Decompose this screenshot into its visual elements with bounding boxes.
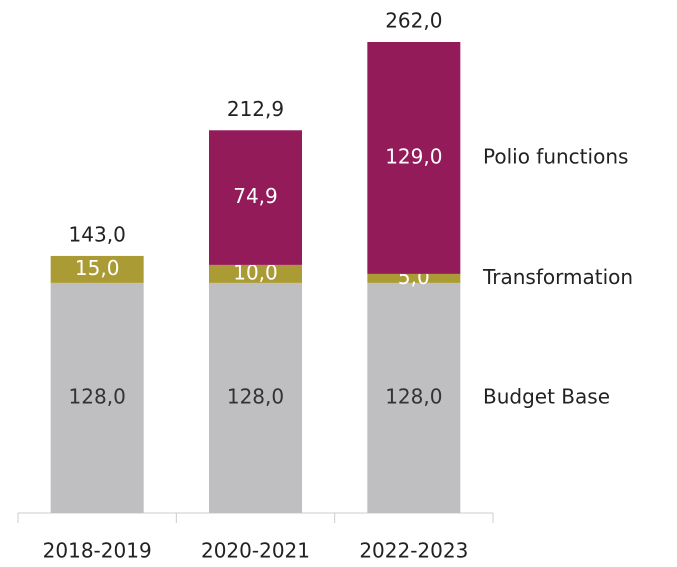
x-tick-label: 2022-2023	[359, 539, 468, 563]
bar-segment	[50, 282, 144, 513]
total-label: 212,9	[227, 97, 284, 121]
bar-segment	[50, 255, 144, 283]
x-tick-label: 2018-2019	[43, 539, 152, 563]
value-label: 129,0	[385, 144, 442, 168]
total-label: 143,0	[69, 222, 126, 246]
legend-label: Transformation	[482, 265, 633, 289]
value-label: 15,0	[75, 256, 120, 280]
x-tick-label: 2020-2021	[201, 539, 310, 563]
bar-segment	[367, 42, 461, 274]
value-label: 128,0	[385, 384, 442, 408]
value-label: 128,0	[69, 384, 126, 408]
value-label: 128,0	[227, 384, 284, 408]
value-label: 74,9	[233, 184, 278, 208]
bar-segment	[367, 273, 461, 283]
bar-segment	[209, 264, 302, 283]
bar-segment	[209, 130, 302, 265]
legend-label: Budget Base	[483, 384, 610, 408]
total-label: 262,0	[385, 9, 442, 33]
bar-segment	[209, 282, 302, 513]
legend-label: Polio functions	[483, 144, 628, 168]
bar-segment	[367, 282, 461, 513]
